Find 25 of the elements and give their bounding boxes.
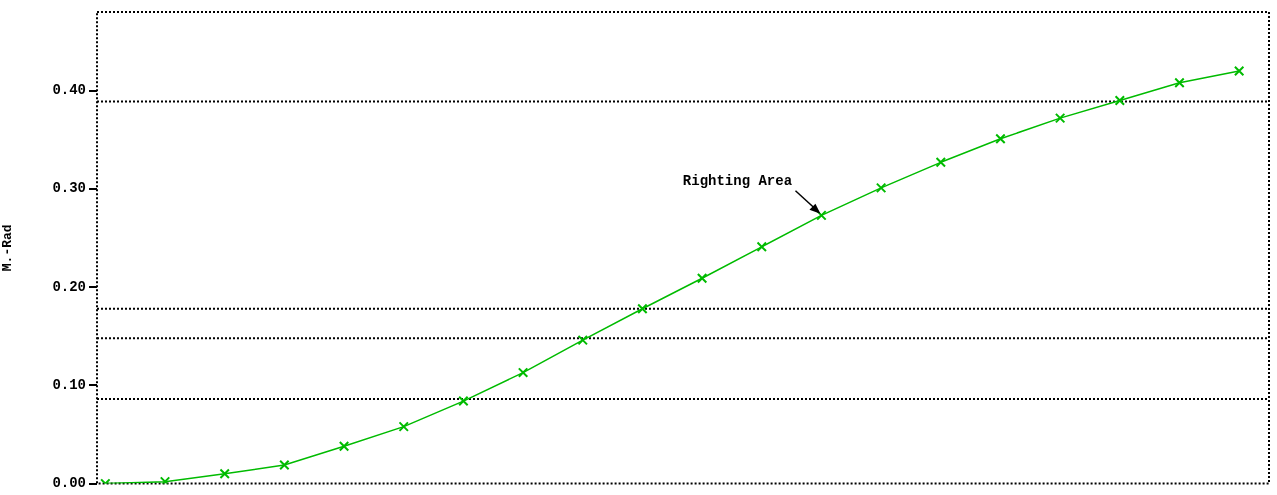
point <box>1233 65 1245 77</box>
point <box>696 273 708 284</box>
point <box>517 367 529 378</box>
point <box>279 459 290 471</box>
y-tick-label: 0.20 <box>52 278 86 295</box>
point <box>816 210 827 221</box>
y-tick-label: 0.10 <box>52 376 86 393</box>
point <box>637 303 648 314</box>
point <box>338 441 350 452</box>
point <box>1174 77 1185 88</box>
point <box>756 241 768 253</box>
point <box>398 421 409 432</box>
point <box>577 334 588 346</box>
point <box>1054 112 1066 124</box>
point <box>219 468 230 480</box>
y-tick-label: 0.30 <box>52 180 86 197</box>
point <box>935 157 947 168</box>
point <box>458 395 469 407</box>
point <box>995 133 1006 144</box>
y-axis-title: M.-Rad <box>0 224 16 272</box>
y-tick-label: 0.40 <box>52 82 86 99</box>
annotation: Righting Area <box>682 173 793 190</box>
point <box>1114 95 1126 106</box>
point <box>875 182 887 194</box>
y-tick-label: 0.00 <box>52 475 86 492</box>
